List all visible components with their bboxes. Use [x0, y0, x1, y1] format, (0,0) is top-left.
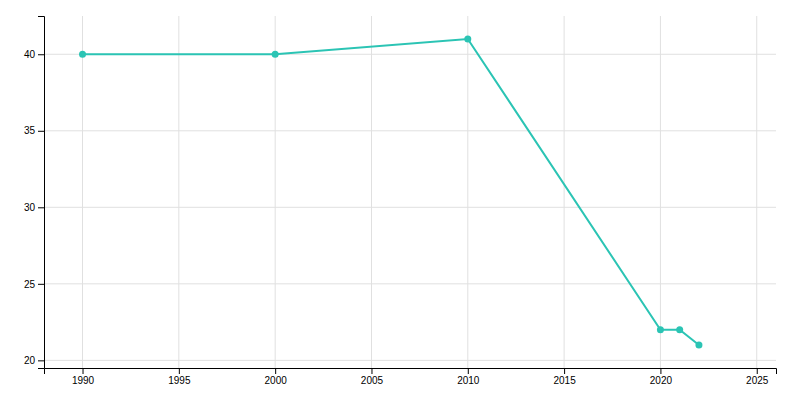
grid-line-y	[44, 130, 776, 131]
grid-line-y	[44, 283, 776, 284]
x-tick: 2000	[265, 368, 288, 386]
x-tick-mark	[660, 368, 661, 374]
grid-line-x	[660, 16, 661, 368]
grid-line-x	[756, 16, 757, 368]
grid-line-x	[371, 16, 372, 368]
y-tick-label: 20	[24, 355, 36, 366]
x-tick-label: 1990	[72, 375, 95, 386]
y-tick-label: 40	[24, 49, 36, 60]
x-tick-mark	[179, 368, 180, 374]
grid-line-y	[44, 360, 776, 361]
x-tick-label: 2015	[553, 375, 576, 386]
point	[657, 326, 664, 333]
point	[695, 342, 702, 349]
x-tick: 2005	[361, 368, 384, 386]
point	[464, 35, 471, 42]
x-tick-label: 2010	[457, 375, 480, 386]
x-axis: 1990 1995 2000 2005 2010 2015 2020 2025	[45, 368, 777, 386]
grid-line-x	[275, 16, 276, 368]
x-tick: 2010	[457, 368, 480, 386]
x-tick-label: 2000	[265, 375, 288, 386]
y-tick: 25	[24, 279, 44, 290]
x-tick-mark	[83, 368, 84, 374]
y-tick-mark	[38, 360, 44, 361]
point	[79, 51, 86, 58]
x-tick-label: 2025	[746, 375, 769, 386]
y-tick-label: 35	[24, 125, 36, 136]
grid-line-y	[44, 207, 776, 208]
x-tick-mark	[275, 368, 276, 374]
y-tick-mark	[38, 131, 44, 132]
x-tick-mark	[371, 368, 372, 374]
x-tick-mark	[468, 368, 469, 374]
x-tick-label: 2005	[361, 375, 384, 386]
y-tick-label: 25	[24, 279, 36, 290]
y-axis: 20 25 30 35 40	[24, 17, 45, 369]
y-axis-line	[38, 17, 45, 369]
y-tick-label: 30	[24, 202, 36, 213]
x-tick: 1990	[72, 368, 95, 386]
x-tick: 2015	[553, 368, 576, 386]
x-tick-label: 2020	[650, 375, 673, 386]
y-tick-mark	[38, 284, 44, 285]
x-tick-label: 1995	[168, 375, 191, 386]
grid-line-x	[82, 16, 83, 368]
point	[676, 326, 683, 333]
x-tick: 2025	[746, 368, 769, 386]
y-tick-mark	[38, 54, 44, 55]
chart: 1990199520002005201020152020202520253035…	[0, 0, 800, 400]
x-tick-mark	[564, 368, 565, 374]
x-axis-line	[45, 369, 777, 375]
grid-line-x	[564, 16, 565, 368]
y-tick-mark	[38, 207, 44, 208]
grid	[44, 16, 776, 368]
y-tick: 35	[24, 125, 44, 136]
grid-line-x	[467, 16, 468, 368]
x-tick-mark	[757, 368, 758, 374]
x-tick: 1995	[168, 368, 191, 386]
point	[272, 51, 279, 58]
y-tick: 20	[24, 355, 44, 366]
plot-area: 1990199520002005201020152020202520253035…	[24, 16, 777, 386]
line	[83, 39, 699, 345]
y-tick: 40	[24, 49, 44, 60]
series	[79, 35, 702, 348]
grid-line-x	[178, 16, 179, 368]
y-tick: 30	[24, 202, 44, 213]
x-tick: 2020	[650, 368, 673, 386]
